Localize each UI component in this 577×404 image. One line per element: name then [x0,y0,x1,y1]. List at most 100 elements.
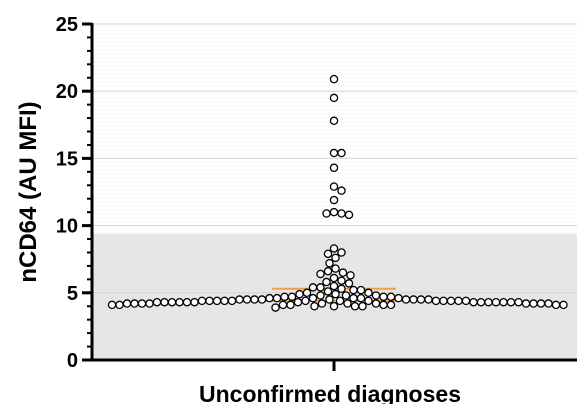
data-point [329,281,339,291]
x-axis-category-label: Unconfirmed diagnoses [199,381,461,404]
data-point [349,285,358,295]
data-point [379,292,388,302]
data-point [115,300,124,310]
y-axis-ticks: 0 5 10 15 20 25 [56,14,92,372]
data-point [308,283,318,292]
data-point [310,301,319,311]
data-point [431,296,441,306]
data-point [302,288,312,298]
y-tick-label: 5 [67,283,78,305]
data-point [344,210,354,220]
data-point [257,295,267,304]
data-point [341,291,351,300]
data-point [491,297,501,307]
data-point [329,182,339,191]
data-point [329,244,339,253]
data-point [439,296,448,306]
data-point [335,296,345,306]
data-point [343,299,352,308]
data-point [386,292,396,302]
data-point [536,299,546,308]
data-point [344,279,354,288]
data-point [337,186,346,195]
data-point [329,148,339,158]
data-point [329,74,339,84]
data-point [424,295,433,304]
data-point [323,287,333,296]
data-point [271,303,280,312]
data-point [325,295,334,304]
data-point [167,297,177,307]
data-point [205,296,214,306]
data-point [175,297,184,307]
data-point [308,293,318,303]
data-point [280,292,289,302]
data-point [322,277,331,287]
data-point [349,293,358,303]
data-point [337,248,346,257]
data-point [484,297,493,307]
data-point [529,299,538,308]
data-point [371,291,381,300]
y-axis-title: nCD64 (AU MFI) [15,101,42,282]
data-point [409,295,418,304]
data-point [559,300,568,310]
data-point [329,207,339,217]
data-point [544,299,553,308]
data-point [316,291,325,300]
data-point [364,288,373,298]
data-point [337,276,346,285]
y-tick-label: 15 [56,148,78,170]
data-point [160,297,169,307]
data-point [454,296,463,306]
data-point [212,296,222,306]
data-point [337,209,346,218]
data-point [329,93,339,103]
data-point [364,296,373,306]
data-point [323,249,333,259]
data-point [401,295,411,304]
data-point [130,299,139,308]
data-point [152,297,162,307]
data-point [107,300,117,310]
data-point [476,297,486,307]
data-point [323,267,333,276]
y-tick-label: 10 [56,216,78,238]
data-points [107,74,568,312]
data-point [356,293,366,303]
data-point [265,293,274,303]
data-point [137,299,147,308]
data-point [293,297,303,307]
data-point [295,289,304,299]
data-point [316,283,325,292]
data-point [514,297,523,307]
data-point [346,271,355,280]
data-point [317,299,327,308]
data-point [301,296,310,306]
data-point [329,273,339,283]
y-tick-label: 25 [56,14,78,36]
data-point [242,295,252,304]
data-point [220,296,229,306]
y-tick-label: 20 [56,81,78,103]
data-point [337,148,346,158]
data-point [416,295,426,304]
data-point [338,268,348,277]
data-point [469,297,478,307]
data-point [325,258,334,268]
data-point [356,285,366,295]
data-point [371,299,381,308]
data-point [358,301,367,311]
data-point [461,296,471,306]
data-point [350,301,360,311]
data-point [394,293,403,303]
data-point [386,300,396,310]
data-point [145,299,154,308]
data-point [250,295,259,304]
data-point [272,293,282,303]
data-point [278,300,288,310]
data-point [182,297,192,307]
data-point [316,269,325,279]
data-point [329,301,339,311]
